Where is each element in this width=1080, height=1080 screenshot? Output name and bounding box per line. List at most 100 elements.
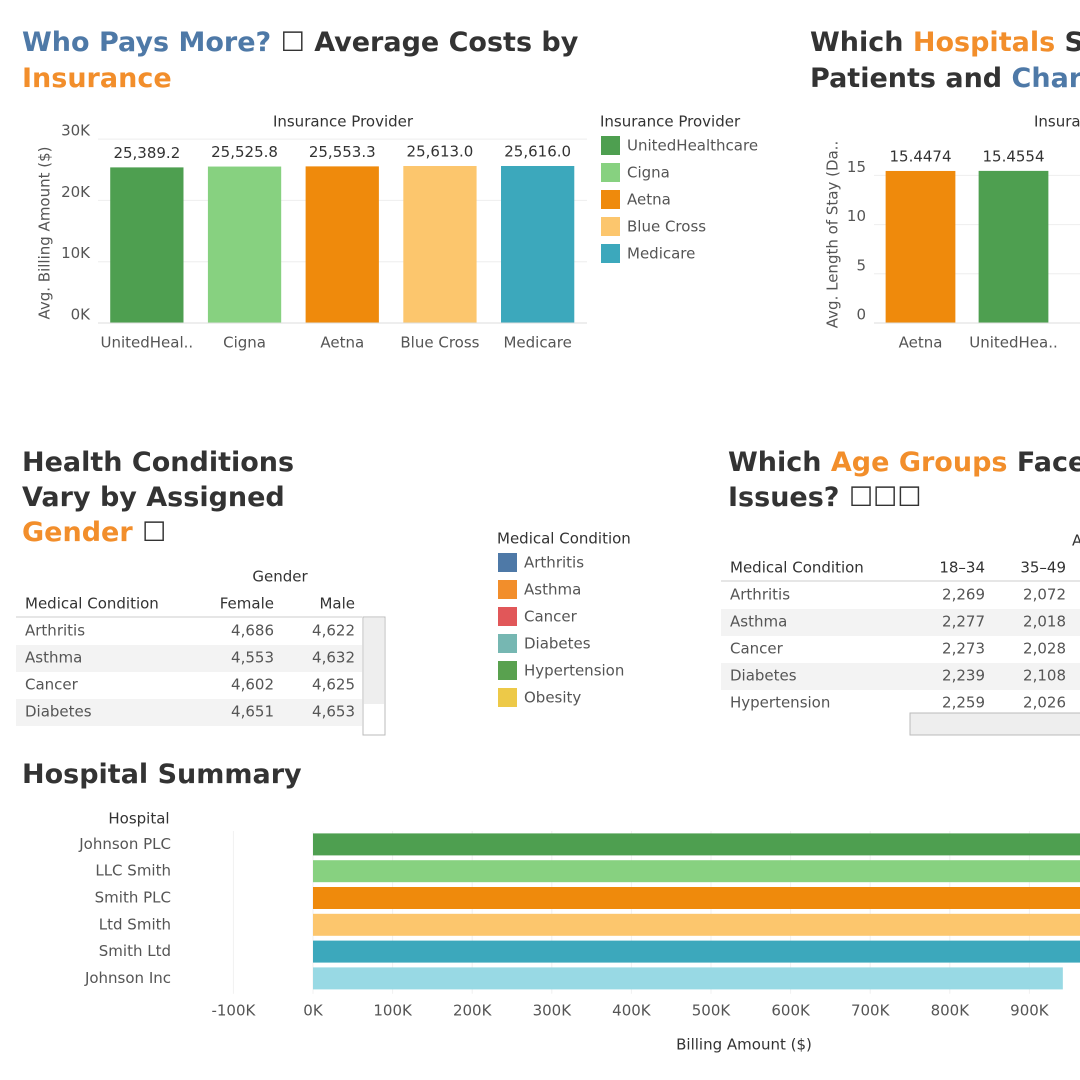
y-tick-label: Ltd Smith (99, 915, 171, 933)
title-segment: Who Pays More? (22, 27, 271, 58)
value-label: 25,389.2 (113, 144, 180, 162)
column-header: Female (220, 595, 274, 613)
table-cell: 2,273 (942, 640, 985, 658)
bar (501, 165, 575, 323)
legend-swatch (601, 163, 620, 182)
table-cell: 2,028 (1023, 640, 1066, 658)
row-label: Diabetes (25, 703, 92, 721)
title-line: Hospital Summary (22, 759, 302, 790)
x-tick-label: 900K (1010, 1002, 1050, 1020)
title-segment: ☐ Average Costs by (271, 27, 579, 58)
bar (313, 913, 1080, 936)
x-tick-label: 200K (453, 1002, 493, 1020)
row-band (16, 699, 362, 726)
row-label: Hypertension (730, 694, 830, 712)
y-tick-label: Smith Ltd (99, 942, 171, 960)
value-label: 25,553.3 (309, 143, 376, 161)
row-band (16, 645, 362, 672)
title-segment: Face (1007, 447, 1080, 478)
title-line: Issues? ☐☐☐ (728, 482, 921, 513)
row-label: Arthritis (25, 622, 85, 640)
row-band (721, 609, 1080, 636)
row-label: Arthritis (730, 586, 790, 604)
row-label: Asthma (730, 613, 787, 631)
table-header: Gender (252, 568, 308, 586)
column-header: 18–34 (939, 559, 985, 577)
bar (313, 887, 1080, 909)
x-tick-label: 700K (851, 1002, 891, 1020)
title-segment: Age Groups (831, 447, 1008, 478)
x-tick-label: 0K (303, 1002, 324, 1020)
row-band (721, 663, 1080, 690)
table-header: A (1072, 532, 1080, 550)
bar (313, 940, 1080, 963)
table-cell: 4,622 (312, 622, 355, 640)
x-tick-label: Aetna (899, 334, 943, 352)
header: Hospital (108, 810, 169, 828)
scrollbar-thumb[interactable] (364, 618, 384, 704)
scrollbar[interactable] (909, 712, 1080, 736)
column-header: Male (319, 595, 355, 613)
legend-item: Cancer (524, 608, 578, 626)
table-cell: 4,632 (312, 649, 355, 667)
title-segment: Insurance (22, 63, 172, 94)
y-axis-label: Avg. Length of Stay (Da.. (824, 141, 842, 328)
value-label: 15.4554 (982, 147, 1044, 165)
x-tick-label: UnitedHeal.. (100, 334, 193, 352)
table-cell: 2,239 (942, 667, 985, 685)
table-cell: 2,018 (1023, 613, 1066, 631)
legend-swatch (601, 136, 620, 155)
y-tick-label: 0K (71, 306, 92, 324)
table-cell: 4,625 (312, 676, 355, 694)
title-segment: Which (810, 27, 913, 58)
bar (978, 170, 1049, 323)
title-segment: Patients and (810, 63, 1012, 94)
x-tick-label: Blue Cross (400, 334, 479, 352)
y-tick-label: 15 (847, 158, 866, 176)
table-cell: 2,277 (942, 613, 985, 631)
bar (110, 167, 184, 323)
legend-swatch (498, 661, 517, 680)
y-tick-label: 5 (856, 256, 866, 274)
title-line: Who Pays More? ☐ Average Costs by (22, 27, 579, 58)
y-tick-label: Smith PLC (95, 889, 171, 907)
legend-item: Obesity (524, 689, 581, 707)
bar (313, 860, 1080, 883)
title-segment: Char (1012, 63, 1080, 94)
legend-item: Aetna (627, 191, 671, 209)
legend-swatch (498, 553, 517, 572)
table-cell: 4,651 (231, 703, 274, 721)
row-label: Cancer (730, 640, 784, 658)
bar (313, 833, 1080, 856)
x-tick-label: 800K (931, 1002, 971, 1020)
legend-swatch (601, 244, 620, 263)
y-tick-label: 0 (856, 306, 866, 324)
legend-swatch (498, 580, 517, 599)
value-label: 25,616.0 (504, 142, 571, 160)
x-tick-label: 300K (533, 1002, 573, 1020)
legend-title: Medical Condition (497, 530, 631, 548)
legend-swatch (498, 688, 517, 707)
title-segment: Issues? ☐☐☐ (728, 482, 921, 513)
y-tick-label: 10 (847, 207, 866, 225)
legend-item: Cigna (627, 164, 670, 182)
title-segment: Gender (22, 517, 133, 548)
bar (207, 166, 282, 323)
legend-swatch (601, 217, 620, 236)
value-label: 25,613.0 (407, 143, 474, 161)
x-tick-label: UnitedHea.. (969, 334, 1058, 352)
bar (313, 967, 1063, 990)
title-line: Insurance (22, 63, 172, 94)
table-cell: 2,072 (1023, 586, 1066, 604)
title-segment: Which (728, 447, 831, 478)
x-tick-label: 100K (373, 1002, 413, 1020)
title-line: Which Hospitals S (810, 27, 1080, 58)
x-tick-label: Aetna (320, 334, 364, 352)
title-segment: Hospitals (913, 27, 1055, 58)
x-tick-label: 600K (771, 1002, 811, 1020)
table-cell: 2,026 (1023, 694, 1066, 712)
x-tick-label: Medicare (503, 334, 571, 352)
value-label: 25,525.8 (211, 143, 278, 161)
title-segment: Health Conditions (22, 447, 294, 478)
